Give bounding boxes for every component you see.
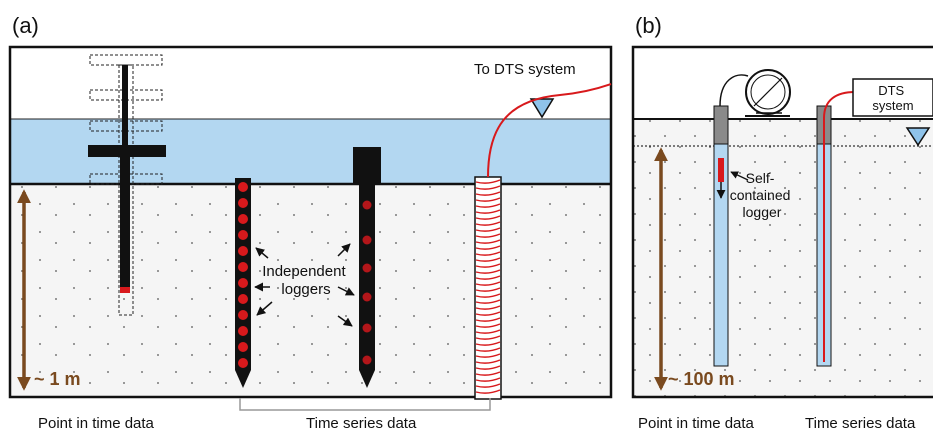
coil-winding (475, 203, 501, 208)
coil-winding (475, 263, 501, 268)
coil-winding (475, 215, 501, 220)
logger-rod-2 (353, 147, 381, 388)
time-series-bracket (239, 398, 491, 411)
coil-winding (475, 251, 501, 256)
dts-coil (474, 83, 612, 400)
coil-winding (475, 371, 501, 376)
coil-winding (475, 281, 501, 286)
coil-winding (475, 293, 501, 298)
coil-winding (475, 365, 501, 370)
coil-winding (475, 383, 501, 388)
panel-a-air (10, 47, 611, 119)
coil-winding (475, 221, 501, 226)
coil-winding (475, 185, 501, 190)
coil-winding (475, 335, 501, 340)
push-probe (88, 54, 166, 316)
to-dts-label: To DTS system (474, 61, 576, 78)
coil-winding (475, 347, 501, 352)
coil-winding (475, 341, 501, 346)
well-2 (816, 91, 856, 367)
coil-winding (475, 329, 501, 334)
coil-winding (475, 317, 501, 322)
coil-winding (475, 311, 501, 316)
panel-a-sediment-dots (10, 184, 611, 397)
self-contained-arrow (730, 171, 749, 181)
panel-b-label: (b) (635, 13, 662, 38)
logger-arrows (254, 243, 355, 327)
dts-cable-well (823, 91, 856, 362)
logger-rod-1 (235, 178, 251, 388)
panel-b-ground-dots (633, 119, 933, 397)
svg-text:DTS system: DTS system (872, 83, 913, 113)
panel-a-caption-series: Time series data (306, 415, 417, 431)
coil-winding (475, 209, 501, 214)
coil-winding (475, 287, 501, 292)
self-contained-logger-label: Self- contained logger (730, 170, 795, 220)
coil-winding (475, 353, 501, 358)
panel-b-caption-point: Point in time data (638, 415, 755, 431)
coil-winding (475, 257, 501, 262)
panel-a-frame (8, 45, 613, 399)
coil-winding (475, 323, 501, 328)
coil-winding (475, 299, 501, 304)
panel-b-caption-series: Time series data (805, 415, 916, 431)
independent-loggers-label: Independent loggers (262, 263, 350, 298)
coil-winding (475, 233, 501, 238)
water-table-icon (905, 127, 931, 147)
panel-b-frame (631, 45, 933, 399)
coil-winding (475, 191, 501, 196)
coil-winding (475, 227, 501, 232)
coil-winding (475, 239, 501, 244)
coil-winding (475, 269, 501, 274)
self-contained-logger (718, 158, 724, 182)
coil-winding (475, 179, 501, 184)
panel-a-label: (a) (12, 13, 39, 38)
coil-winding (475, 377, 501, 382)
coil-winding (475, 275, 501, 280)
panel-a: (a) (8, 13, 613, 431)
well-1 (713, 105, 729, 367)
coil-winding (475, 389, 501, 394)
coil-winding (475, 359, 501, 364)
cable-reel-icon (719, 69, 791, 117)
dts-cable (487, 83, 612, 178)
coil-winding (475, 305, 501, 310)
panel-a-scale-label: ~ 1 m (34, 369, 81, 389)
panel-b-scale-label: ~ 100 m (668, 369, 735, 389)
panel-a-caption-point: Point in time data (38, 415, 155, 431)
probe-sensor-tip (120, 287, 130, 293)
coil-winding (475, 245, 501, 250)
dts-system-box: DTS system (852, 78, 933, 117)
panel-b: (b) Self- co (631, 13, 933, 431)
water-table-icon (529, 98, 555, 119)
coil-winding (475, 197, 501, 202)
